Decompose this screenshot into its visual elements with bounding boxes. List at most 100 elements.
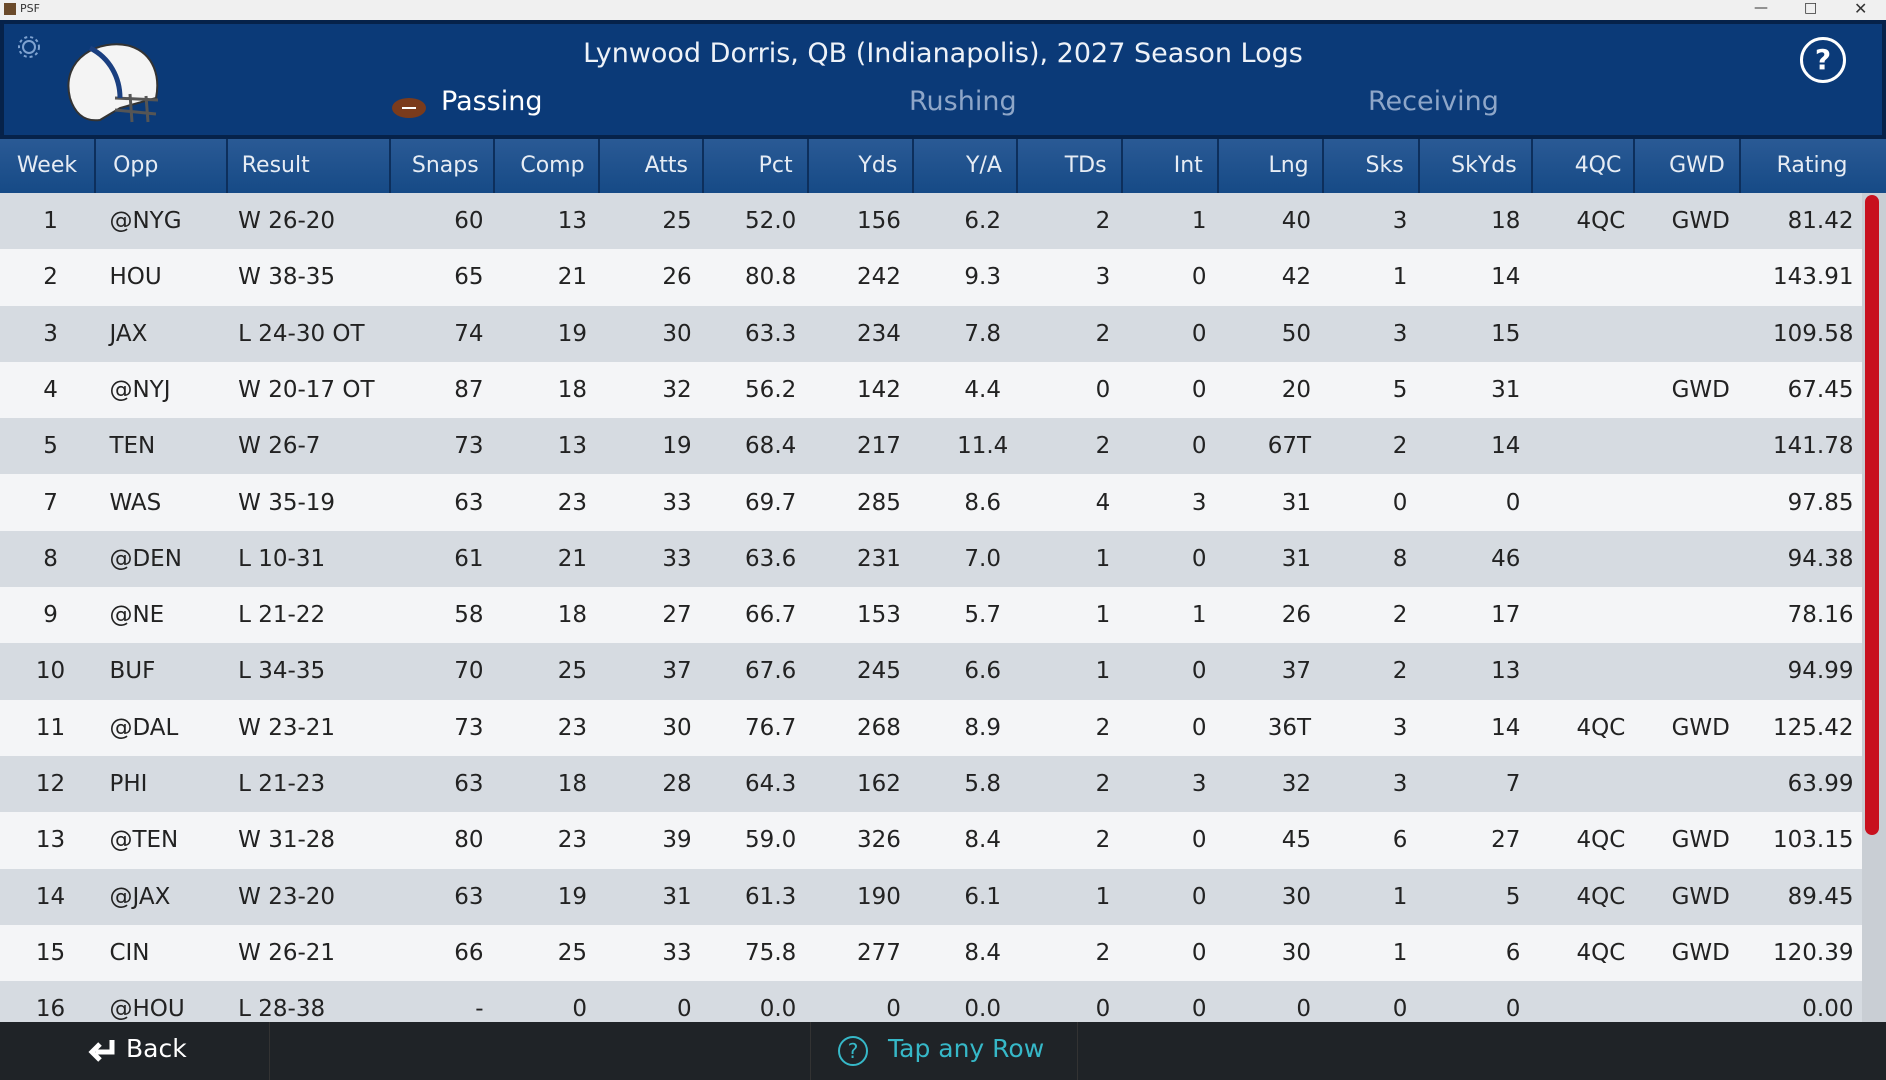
column-header[interactable]: Comp [520,153,585,178]
table-cell: 0 [1191,658,1207,685]
table-row[interactable]: 4 @NYJ W 20-17 OT 87 18 32 56.2 142 4.4 0 0 20 5 31 GW… [0,361,1862,419]
column-separator [1531,139,1534,193]
column-header[interactable]: Result [241,153,310,178]
table-cell: 8.4 [964,827,1001,854]
close-button[interactable]: ✕ [1854,0,1868,18]
table-cell: 0 [1191,264,1207,291]
table-cell: 2 [1095,939,1111,966]
table-cell: 7 [1505,771,1521,797]
table-cell: W 31-28 [238,827,336,854]
table-cell: 31 [1491,376,1521,403]
table-cell: 59.0 [745,827,797,854]
column-header[interactable]: Atts [644,153,689,178]
table-cell: W 20-17 OT [238,376,375,403]
table-cell: 4 [43,376,58,403]
table-cell: 9 [43,602,58,629]
table-cell: W 38-35 [238,264,336,291]
column-header[interactable]: Int [1173,153,1203,178]
table-cell: 0 [1191,545,1207,572]
column-header[interactable]: Snaps [411,153,479,178]
table-row[interactable]: 10 BUF L 34-35 70 25 37 67.6 245 6.6 1 0 37 2 13 94.99 [0,643,1862,700]
tab-receiving[interactable]: Receiving [1368,86,1499,117]
table-cell: @NYG [109,208,182,234]
table-cell: 4QC [1576,883,1626,910]
back-button[interactable]: Back [0,1022,270,1080]
column-header[interactable]: Y/A [966,153,1002,178]
table-cell: 4.4 [964,376,1001,403]
column-header[interactable]: SkYds [1451,153,1517,178]
table-cell: 94.99 [1787,658,1854,685]
table-cell: 3 [1392,771,1408,797]
table-cell: HOU [109,264,162,291]
column-header[interactable]: Week [16,153,78,178]
table-cell: 13 [35,827,66,854]
table-row[interactable]: 12 PHI L 21-23 63 18 28 64.3 162 5.8 2 3 32 3 7 63.99 [0,756,1862,813]
table-cell: L 28-38 [238,996,326,1022]
table-cell: 245 [857,658,901,685]
column-separator [1217,139,1220,193]
table-cell: 67T [1267,433,1312,460]
table-cell: 156 [857,208,901,234]
table-cell: 52.0 [745,208,797,234]
page-title: Lynwood Dorris, QB (Indianapolis), 2027 … [583,38,1303,69]
table-cell: L 34-35 [238,658,326,685]
table-cell: 63 [454,489,484,516]
table-cell: @HOU [109,996,185,1022]
column-header[interactable]: Lng [1268,153,1309,178]
table-row[interactable]: 7 WAS W 35-19 63 23 33 69.7 285 8.6 4 3 31 0 0 97.85 [0,474,1862,531]
minimize-button[interactable]: — [1754,0,1768,16]
table-cell: 0.00 [1802,996,1854,1022]
table-row[interactable]: 8 @DEN L 10-31 61 21 33 63.6 231 7.0 1 0 31 8 46 94.38 [0,530,1862,588]
table-row[interactable]: 15 CIN W 26-21 66 25 33 75.8 277 8.4 2 0 30 1 6 4QC GWD… [0,924,1862,982]
column-header[interactable]: TDs [1064,153,1107,178]
table-row[interactable]: 5 TEN W 26-7 73 13 19 68.4 217 11.4 2 0 67T 2 14 141.7… [0,418,1862,475]
settings-icon[interactable] [16,34,42,60]
table-cell: 8.6 [964,489,1001,516]
table-cell: 27 [662,602,692,629]
table-cell: 15 [1491,320,1521,347]
table-cell: 61 [454,545,484,572]
table-cell: 6 [1392,827,1408,854]
table-cell: 56.2 [745,376,797,403]
table-row[interactable]: 11 @DAL W 23-21 73 23 30 76.7 268 8.9 2 0 36T 3 14 4QC… [0,699,1862,756]
table-cell: 0 [1191,433,1207,460]
table-cell: 5.7 [964,602,1001,629]
table-cell: 5 [43,433,58,460]
column-header[interactable]: Pct [758,153,793,178]
table-row[interactable]: 2 HOU W 38-35 65 21 26 80.8 242 9.3 3 0 42 1 14 143.91 [0,249,1862,306]
table-cell: 60 [454,208,484,234]
column-header[interactable]: 4QC [1574,153,1622,178]
table-cell: 74 [454,320,484,347]
table-row[interactable]: 13 @TEN W 31-28 80 23 39 59.0 326 8.4 2 0 45 6 27 4QC G… [0,812,1862,869]
table-cell: CIN [109,939,150,966]
table-cell: 6 [1505,939,1521,966]
scrollbar-thumb[interactable] [1865,195,1879,835]
maximize-button[interactable]: □ [1804,0,1818,16]
table-cell: 1 [1095,658,1111,685]
tab-passing[interactable]: Passing [441,86,543,117]
table-cell: 103.15 [1773,827,1854,854]
column-separator [1418,139,1421,193]
column-header[interactable]: Rating [1776,153,1848,178]
table-cell: 11 [35,714,66,741]
tab-rushing[interactable]: Rushing [909,86,1017,117]
table-row[interactable]: 3 JAX L 24-30 OT 74 19 30 63.3 234 7.8 2 0 50 3 15 109… [0,305,1862,362]
help-button[interactable]: ? [1800,37,1846,83]
table-row[interactable]: 14 @JAX W 23-20 63 19 31 61.3 190 6.1 1 0 30 1 5 4QC GW… [0,868,1862,925]
table-cell: 4QC [1576,714,1626,741]
table-cell: 217 [857,433,901,460]
column-header[interactable]: Sks [1365,153,1404,178]
table-cell: 120.39 [1773,939,1854,966]
table-row[interactable]: 9 @NE L 21-22 58 18 27 66.7 153 5.7 1 1 26 2 17 78.16 [0,587,1862,644]
column-header[interactable]: Yds [858,153,898,178]
table-cell: 23 [557,827,587,854]
column-header[interactable]: GWD [1669,153,1725,178]
table-cell: 13 [1491,658,1521,685]
table-row[interactable]: 16 @HOU L 28-38-0 0 0.0 0 0.0 0 0 0 0 0 0.00 [0,981,1862,1022]
table-cell: 7 [43,489,58,516]
table-cell: W 26-7 [238,433,321,460]
table-row[interactable]: 1 @NYG W 26-20 60 13 25 52.0 156 6.2 2 1 40 3 18 4QC GW… [0,193,1862,250]
table-cell: 28 [662,771,692,797]
table-cell: 0 [1191,320,1207,347]
column-header[interactable]: Opp [113,153,159,178]
